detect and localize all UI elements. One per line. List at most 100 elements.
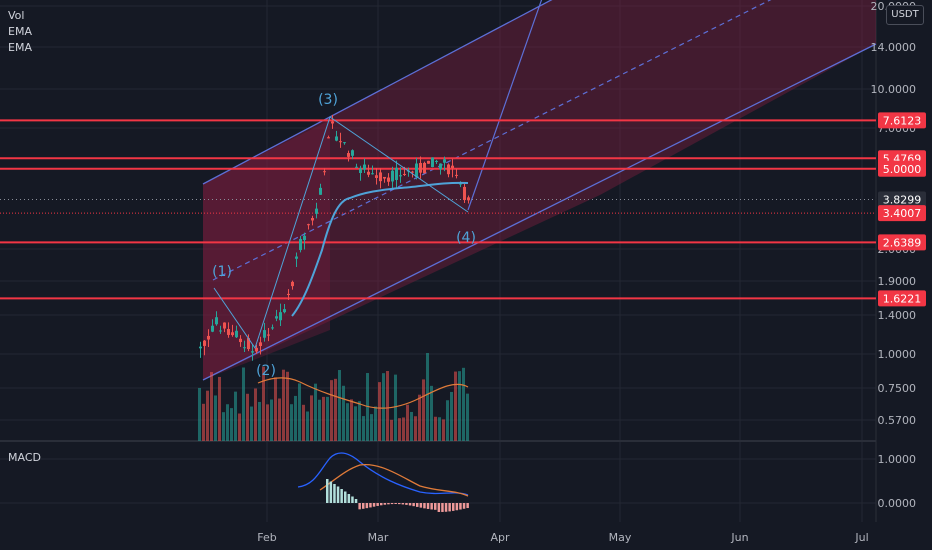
price-tag: [878, 290, 926, 307]
candle-body: [319, 187, 322, 195]
candle-body: [259, 342, 262, 347]
macd-histogram-bar: [401, 503, 405, 505]
currency-button[interactable]: USDT: [886, 5, 924, 25]
wave-path: [213, 116, 469, 350]
candle-body: [267, 334, 270, 336]
volume-bar: [226, 404, 229, 441]
macd-histogram-bar: [336, 486, 340, 503]
volume-bar: [202, 403, 205, 441]
candle-body: [219, 330, 222, 332]
candle-body: [235, 330, 238, 338]
x-tick-label: Jul: [854, 531, 868, 544]
volume-bar: [386, 371, 389, 441]
candle-body: [427, 160, 430, 164]
volume-bar: [462, 367, 465, 441]
macd-tick-label: 1.0000: [878, 453, 917, 466]
volume-bar: [210, 372, 213, 441]
indicator-legend: Vol EMA EMA: [8, 8, 32, 56]
candle-body: [379, 172, 382, 182]
candle-body: [411, 171, 414, 173]
volume-bar: [390, 419, 393, 441]
candle-body: [447, 164, 450, 175]
channel-fill: [203, 0, 932, 380]
indicator-ema-2[interactable]: EMA: [8, 41, 32, 54]
volume-bar: [370, 414, 373, 441]
candle-body: [327, 137, 330, 139]
candle-body: [223, 322, 226, 329]
volume-bar: [230, 408, 233, 441]
y-tick-label: 10.0000: [871, 83, 917, 96]
volume-bar: [458, 371, 461, 441]
y-tick-label: 1.0000: [878, 348, 917, 361]
macd-histogram-bar: [380, 503, 383, 506]
y-tick-label: 0.5700: [878, 414, 917, 427]
channel-upper-line: [202, 0, 553, 185]
candle-body: [335, 136, 338, 141]
volume-bar: [278, 398, 281, 441]
macd-histogram-bar: [430, 503, 433, 510]
volume-bar: [414, 416, 417, 441]
candle-body: [331, 121, 334, 124]
macd-histogram-bar: [466, 503, 469, 509]
volume-bar: [330, 380, 333, 441]
macd-histogram-bar: [351, 496, 354, 503]
candle-body: [443, 159, 446, 163]
candle-body: [283, 309, 286, 313]
projection-line: [467, 0, 543, 211]
volume-bar: [382, 373, 385, 441]
candle-body: [435, 160, 438, 162]
macd-histogram-bar: [354, 499, 358, 503]
indicator-vol[interactable]: Vol: [8, 9, 25, 22]
volume-bar: [266, 404, 269, 441]
x-tick-label: May: [609, 531, 632, 544]
candle-body: [351, 150, 354, 156]
candle-body: [291, 281, 294, 287]
volume-bar: [206, 390, 209, 441]
candle-body: [367, 171, 370, 175]
macd-histogram-bar: [412, 503, 415, 507]
volume-bar: [454, 371, 457, 441]
candle-body: [311, 218, 314, 221]
volume-bar: [418, 394, 421, 441]
macd-histogram-bar: [333, 484, 336, 503]
candle-body: [203, 340, 206, 346]
candle-body: [451, 165, 454, 169]
candle-body: [415, 163, 418, 178]
candle-body: [271, 327, 274, 329]
candle-body: [467, 197, 470, 201]
channel-mid-line: [212, 0, 772, 281]
volume-bar: [426, 353, 429, 441]
candle-body: [247, 338, 250, 350]
macd-histogram-bar: [372, 503, 376, 507]
volume-bar: [346, 403, 349, 441]
macd-histogram-bar: [448, 503, 451, 512]
candle-body: [239, 338, 242, 343]
ema-line: [291, 181, 469, 317]
macd-histogram-bar: [326, 479, 329, 503]
macd-histogram-bar: [347, 494, 351, 503]
volume-bar: [466, 393, 469, 441]
candle-body: [287, 293, 290, 296]
indicator-ema-1[interactable]: EMA: [8, 25, 32, 38]
candle-body: [343, 142, 346, 144]
volume-bar: [342, 385, 345, 441]
candle-body: [455, 174, 458, 176]
volume-bar: [234, 391, 237, 441]
macd-line: [297, 452, 469, 496]
candle-body: [371, 173, 374, 175]
price-tag: [878, 160, 926, 177]
candle-body: [383, 176, 386, 179]
volume-bar: [270, 399, 273, 441]
candle-body: [463, 186, 466, 201]
y-tick-label: 0.7500: [878, 382, 917, 395]
price-tag: [878, 191, 926, 208]
macd-histogram-bar: [362, 503, 365, 509]
volume-bar: [218, 376, 221, 441]
channel-fill-left: [203, 120, 330, 380]
volume-bar: [286, 371, 289, 441]
candle-body: [347, 153, 350, 157]
macd-histogram-bar: [444, 503, 448, 512]
macd-label[interactable]: MACD: [8, 451, 41, 464]
price-tag-label: 1.6221: [883, 292, 922, 305]
